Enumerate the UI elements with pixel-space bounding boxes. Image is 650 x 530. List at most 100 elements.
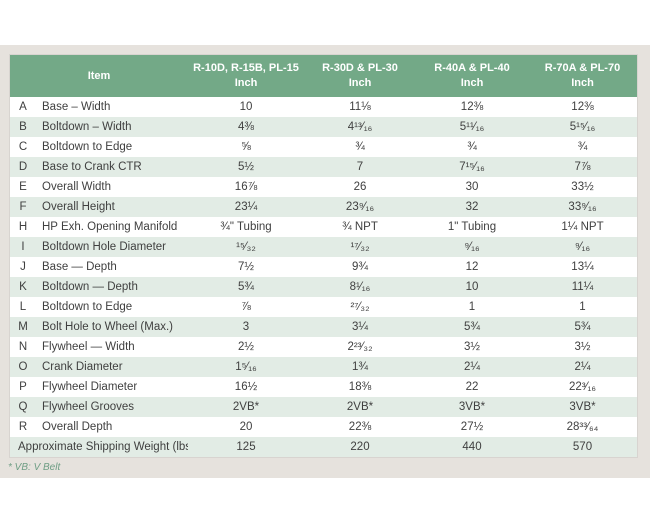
row-value: 11⅛ xyxy=(349,101,371,113)
row-letter: H xyxy=(18,221,28,233)
row-value: 33⁹⁄₁₆ xyxy=(568,201,597,213)
row-value: 7½ xyxy=(238,261,254,273)
row-letter: D xyxy=(18,161,28,173)
row-letter: C xyxy=(18,141,28,153)
row-item-name: Base – Width xyxy=(42,101,111,113)
table-header: Item R-10D, R-15B, PL-15 Inch R-30D & PL-30… xyxy=(10,55,637,97)
row-value: 32 xyxy=(465,201,479,213)
table-row: J Base — Depth 7½ 9¾ 12 13¼ xyxy=(10,257,637,277)
row-item-name: Boltdown to Edge xyxy=(42,141,133,153)
row-letter: B xyxy=(19,121,27,133)
table-row: N Flywheel — Width 2½ 2²³⁄₃₂ 3½ 3½ xyxy=(10,337,637,357)
row-value: ¾ NPT xyxy=(342,221,378,233)
row-value: 12⅜ xyxy=(460,101,484,113)
row-letter: J xyxy=(20,261,26,273)
row-value: 12 xyxy=(465,261,479,273)
row-value: ¾" Tubing xyxy=(220,221,272,233)
row-value: 33½ xyxy=(571,181,594,193)
row-value: 5¾ xyxy=(464,321,480,333)
row-item-name: Boltdown to Edge xyxy=(42,301,133,313)
row-value: 23⁹⁄₁₆ xyxy=(345,201,375,213)
row-value: 7¹⁵⁄₁₆ xyxy=(459,161,485,173)
row-item-name: HP Exh. Opening Manifold xyxy=(42,221,178,233)
table-row: H HP Exh. Opening Manifold ¾" Tubing ¾ NPT 1… xyxy=(10,217,637,237)
row-value: 1 xyxy=(468,301,476,313)
row-letter: I xyxy=(21,241,25,253)
row-value: 5¹⁵⁄₁₆ xyxy=(569,121,596,133)
row-letter: R xyxy=(18,421,28,433)
spec-table: Item R-10D, R-15B, PL-15 Inch R-30D & PL-30… xyxy=(10,55,637,457)
row-value: ¹⁷⁄₃₂ xyxy=(350,241,370,253)
row-item-name: Overall Height xyxy=(42,201,115,213)
row-value: 2VB* xyxy=(346,401,374,413)
row-value: 10 xyxy=(465,281,479,293)
table-row: A Base – Width 10 11⅛ 12⅜ 12⅜ xyxy=(10,97,637,117)
row-item-name: Boltdown – Width xyxy=(42,121,132,133)
table-row: E Overall Width 16⅞ 26 30 33½ xyxy=(10,177,637,197)
row-letter: Q xyxy=(18,401,28,413)
row-value: 8¹⁄₁₆ xyxy=(349,281,371,293)
spec-sheet-panel: Item R-10D, R-15B, PL-15 Inch R-30D & PL-30… xyxy=(0,45,650,478)
model-names-label: R-40A & PL-40 xyxy=(434,62,510,75)
row-value: 26 xyxy=(353,181,367,193)
table-row: L Boltdown to Edge ⅞ ²⁷⁄₃₂ 1 1 xyxy=(10,297,637,317)
row-value: 13¼ xyxy=(571,261,594,273)
row-value: 3 xyxy=(242,321,250,333)
row-value: ¾ xyxy=(467,141,477,153)
column-header-model-4: R-70A & PL-70 Inch xyxy=(528,55,637,97)
table-row: P Flywheel Diameter 16½ 18⅜ 22 22³⁄₁₆ xyxy=(10,377,637,397)
summary-value: 440 xyxy=(462,441,482,453)
row-value: 3¼ xyxy=(352,321,368,333)
row-value: ¹⁵⁄₃₂ xyxy=(236,241,256,253)
row-value: 5¾ xyxy=(238,281,254,293)
row-value: 20 xyxy=(239,421,253,433)
row-value: 9¾ xyxy=(352,261,368,273)
row-value: 4⅜ xyxy=(238,121,254,133)
row-letter: N xyxy=(18,341,28,353)
row-value: 23¼ xyxy=(234,201,258,213)
row-item-name: Boltdown — Depth xyxy=(42,281,138,293)
row-value: 30 xyxy=(465,181,479,193)
column-header-model-1: R-10D, R-15B, PL-15 Inch xyxy=(188,55,304,97)
row-item-name: Flywheel Grooves xyxy=(42,401,135,413)
row-value: 1" Tubing xyxy=(447,221,497,233)
row-value: 27½ xyxy=(460,421,484,433)
row-value: 22³⁄₁₆ xyxy=(568,381,597,393)
row-value: 7 xyxy=(356,161,364,173)
row-item-name: Flywheel — Width xyxy=(42,341,135,353)
row-value: 5¹¹⁄₁₆ xyxy=(459,121,485,133)
unit-label: Inch xyxy=(234,77,258,89)
table-row: C Boltdown to Edge ⅝ ¾ ¾ ¾ xyxy=(10,137,637,157)
row-letter: O xyxy=(18,361,28,373)
table-row: B Boltdown – Width 4⅜ 4¹³⁄₁₆ 5¹¹⁄₁₆ 5¹⁵⁄₁₆ xyxy=(10,117,637,137)
row-value: 2¼ xyxy=(464,361,480,373)
summary-label: Approximate Shipping Weight (lbs.) xyxy=(18,441,188,453)
unit-label: Inch xyxy=(348,77,372,89)
column-header-item: Item xyxy=(10,55,188,97)
row-item-name: Boltdown Hole Diameter xyxy=(42,241,167,253)
summary-row: Approximate Shipping Weight (lbs.) 125 220… xyxy=(10,437,637,457)
row-value: 3VB* xyxy=(569,401,596,413)
row-item-name: Base — Depth xyxy=(42,261,117,273)
row-item-name: Base to Crank CTR xyxy=(42,161,142,173)
row-value: ¾ xyxy=(355,141,365,153)
model-names-label: R-30D & PL-30 xyxy=(322,62,398,75)
model-names-label: R-70A & PL-70 xyxy=(544,62,621,75)
summary-value: 220 xyxy=(350,441,370,453)
row-value: 3½ xyxy=(464,341,480,353)
row-letter: F xyxy=(19,201,27,213)
row-value: ¾ xyxy=(577,141,588,153)
footnote: * VB: V Belt xyxy=(8,462,61,473)
row-value: 16½ xyxy=(234,381,258,393)
column-header-model-2: R-30D & PL-30 Inch xyxy=(304,55,416,97)
summary-value: 570 xyxy=(572,441,593,453)
row-letter: P xyxy=(19,381,27,393)
row-value: 3½ xyxy=(574,341,591,353)
row-value: 11¼ xyxy=(571,281,594,293)
unit-label: Inch xyxy=(571,77,594,89)
row-value: ⁹⁄₁₆ xyxy=(574,241,591,253)
row-value: 1¼ NPT xyxy=(561,221,604,233)
column-header-model-3: R-40A & PL-40 Inch xyxy=(416,55,528,97)
row-value: 18⅜ xyxy=(348,381,372,393)
row-value: 10 xyxy=(239,101,253,113)
